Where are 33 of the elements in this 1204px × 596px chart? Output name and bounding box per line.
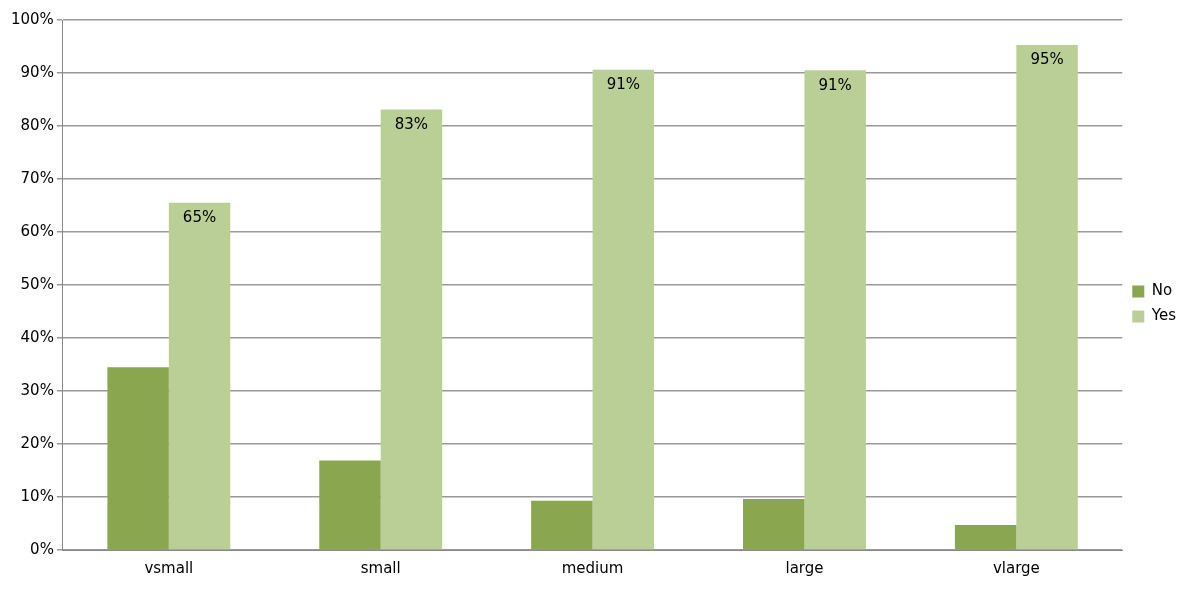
data-label: 65% <box>182 208 217 227</box>
y-tick-label: 10% <box>20 486 54 505</box>
x-tick-label: small <box>360 558 401 577</box>
data-label: 83% <box>394 114 429 133</box>
bar <box>954 525 1017 550</box>
bar <box>319 460 381 550</box>
data-label: 95% <box>1030 50 1064 69</box>
bar <box>107 367 169 550</box>
y-tick-label: 50% <box>20 274 54 293</box>
bar <box>1016 44 1078 550</box>
y-tick-label: 70% <box>20 168 54 187</box>
y-tick-label: 90% <box>20 62 54 81</box>
y-tick-label: 80% <box>20 115 54 134</box>
x-tick-label: vsmall <box>144 558 194 577</box>
x-tick-label: vlarge <box>992 558 1040 577</box>
y-tick-label: 20% <box>20 433 54 452</box>
legend-label: Yes <box>1150 306 1177 325</box>
y-tick-label: 100% <box>10 9 54 28</box>
y-tick-label: 0% <box>30 539 54 558</box>
y-tick-label: 40% <box>20 327 54 346</box>
x-tick-label: large <box>785 558 824 577</box>
bar <box>380 109 443 550</box>
bar <box>743 499 805 550</box>
bar <box>804 70 866 550</box>
y-tick-label: 60% <box>20 221 54 240</box>
bar <box>168 202 231 550</box>
data-label: 91% <box>818 75 852 94</box>
data-label: 91% <box>606 75 640 94</box>
bar <box>531 500 593 550</box>
bar <box>592 69 655 550</box>
x-tick-label: medium <box>561 558 624 577</box>
y-tick-label: 30% <box>20 380 54 399</box>
legend-label: No <box>1151 281 1173 300</box>
